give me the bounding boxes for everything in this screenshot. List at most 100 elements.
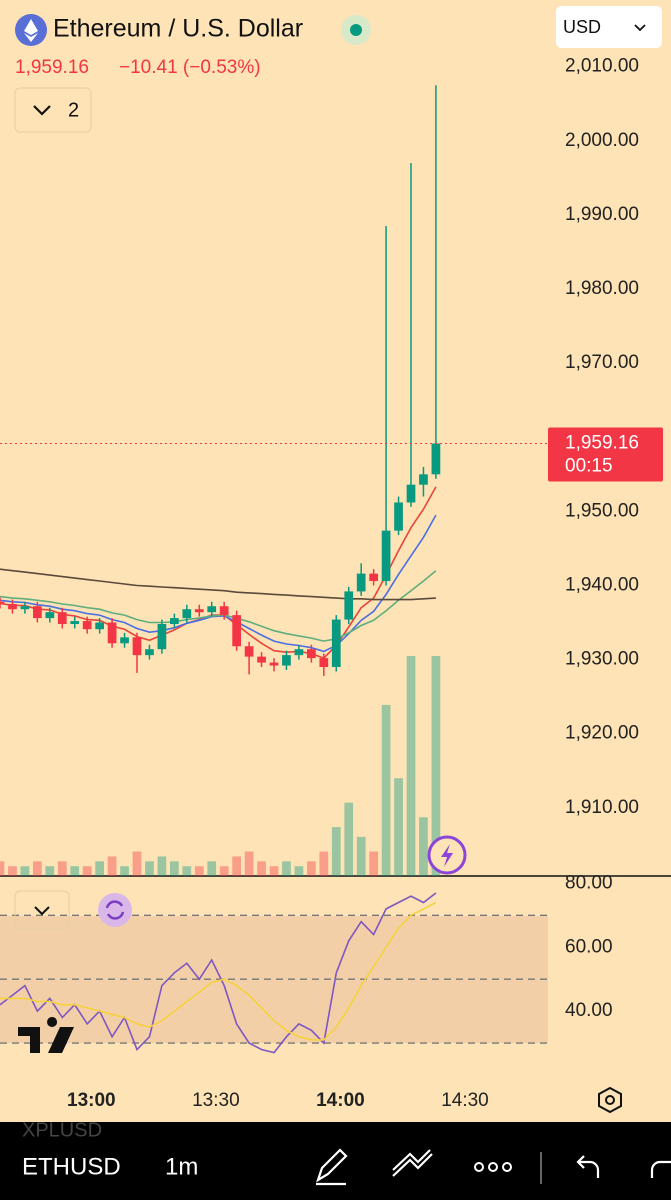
volume-bar: [394, 778, 403, 876]
candle-body: [406, 484, 416, 503]
symbol[interactable]: ETHUSD: [22, 1153, 121, 1180]
prev-symbol[interactable]: XPLUSD: [22, 1119, 102, 1141]
volume-bar: [33, 861, 42, 876]
candle-body: [57, 612, 67, 625]
candle-body: [381, 530, 391, 582]
y-tick-label: 1,950.00: [565, 500, 639, 521]
undo-icon[interactable]: [576, 1155, 600, 1178]
volume-bar: [419, 817, 428, 876]
volume-bar: [45, 866, 55, 876]
candle-body: [344, 591, 354, 620]
volume-bar: [182, 866, 192, 876]
x-tick-label: 14:00: [316, 1090, 365, 1111]
candle-body: [132, 637, 142, 656]
refresh-button[interactable]: [98, 893, 132, 927]
candle-body: [8, 604, 17, 610]
indicator-count: 2: [68, 99, 79, 121]
candle-body: [356, 573, 366, 592]
draw-icon[interactable]: [316, 1148, 348, 1186]
volume-bar: [307, 861, 316, 876]
volume-bar: [107, 856, 117, 876]
candle-body: [82, 621, 92, 630]
volume-bar: [331, 827, 341, 876]
rsi-band: [0, 916, 548, 1043]
price-tag: [548, 427, 663, 482]
candle-body: [319, 658, 329, 668]
symbol-title: Ethereum / U.S. Dollar: [53, 15, 303, 43]
currency: USD: [563, 17, 601, 37]
market-open-dot: [350, 24, 362, 36]
volume-bar: [282, 861, 291, 876]
candle-body: [257, 656, 266, 663]
x-tick-label: 13:00: [67, 1090, 116, 1111]
volume-bar: [406, 656, 416, 876]
interval[interactable]: 1m: [165, 1153, 198, 1180]
rsi-tick-label: 60.00: [565, 936, 613, 957]
candle-body: [232, 615, 241, 647]
moving-average: [0, 486, 437, 660]
last-price: 1,959.16: [15, 57, 89, 78]
candle-body: [95, 622, 104, 630]
candle-body: [269, 662, 279, 666]
y-tick-label: 2,010.00: [565, 56, 639, 77]
candle-body: [70, 621, 80, 625]
candle-body: [170, 618, 179, 625]
volume-bar: [170, 861, 179, 876]
chevron: [34, 906, 50, 916]
candle-body: [244, 646, 254, 657]
redo-icon[interactable]: [650, 1160, 671, 1178]
rsi-line: [0, 892, 437, 1054]
volume-bar: [8, 866, 17, 876]
candle-body: [145, 649, 154, 656]
moving-average: [0, 570, 437, 642]
volume-bar: [57, 861, 67, 876]
candle-body: [394, 502, 403, 531]
volume-bar: [194, 866, 204, 876]
candle-body: [419, 474, 428, 485]
chevron: [33, 105, 51, 116]
more-icon[interactable]: [474, 1162, 512, 1172]
volume-bar: [356, 836, 366, 876]
volume-bar: [120, 866, 129, 876]
price-tag-label: 1,959.16: [565, 432, 639, 453]
rsi-line: [0, 901, 437, 1041]
tv-logo: [18, 1017, 74, 1053]
x-tick-label: 14:30: [441, 1090, 489, 1111]
candle-body: [194, 609, 204, 613]
currency-select[interactable]: [556, 6, 662, 48]
y-tick-label: 1,970.00: [565, 352, 639, 373]
y-tick-label: 1,910.00: [565, 797, 639, 818]
bottom-toolbar: [0, 1122, 671, 1200]
volume-bar: [219, 866, 229, 876]
volume-bar: [95, 861, 104, 876]
candle-body: [219, 606, 229, 616]
volume-bar: [381, 704, 391, 876]
volume-bar: [244, 851, 254, 876]
volume-bar: [82, 866, 92, 876]
volume-bar: [232, 856, 241, 876]
candle-body: [369, 573, 378, 582]
chevron: [634, 24, 646, 32]
volume-bar: [294, 866, 304, 876]
indicators-toggle[interactable]: [14, 87, 92, 133]
candle-body: [431, 443, 441, 475]
volume-bar: [157, 856, 167, 876]
volume-bar: [269, 866, 279, 876]
lightning-icon: [441, 844, 453, 867]
y-tick-label: 1,980.00: [565, 278, 639, 299]
rsi-tick-label: 80.00: [565, 872, 613, 893]
pane-collapse[interactable]: [14, 890, 70, 930]
candle-body: [107, 622, 117, 644]
candle-body: [33, 606, 42, 619]
volume-bar: [132, 851, 142, 876]
settings-icon[interactable]: [598, 1086, 622, 1114]
candle-body: [294, 649, 304, 656]
candle-body: [157, 624, 167, 650]
x-tick-label: 13:30: [192, 1090, 240, 1111]
moving-average: [0, 514, 437, 653]
candle-body: [207, 606, 217, 613]
candle-body: [0, 601, 5, 605]
trend-icon[interactable]: [392, 1149, 433, 1177]
volume-bar: [319, 851, 329, 876]
